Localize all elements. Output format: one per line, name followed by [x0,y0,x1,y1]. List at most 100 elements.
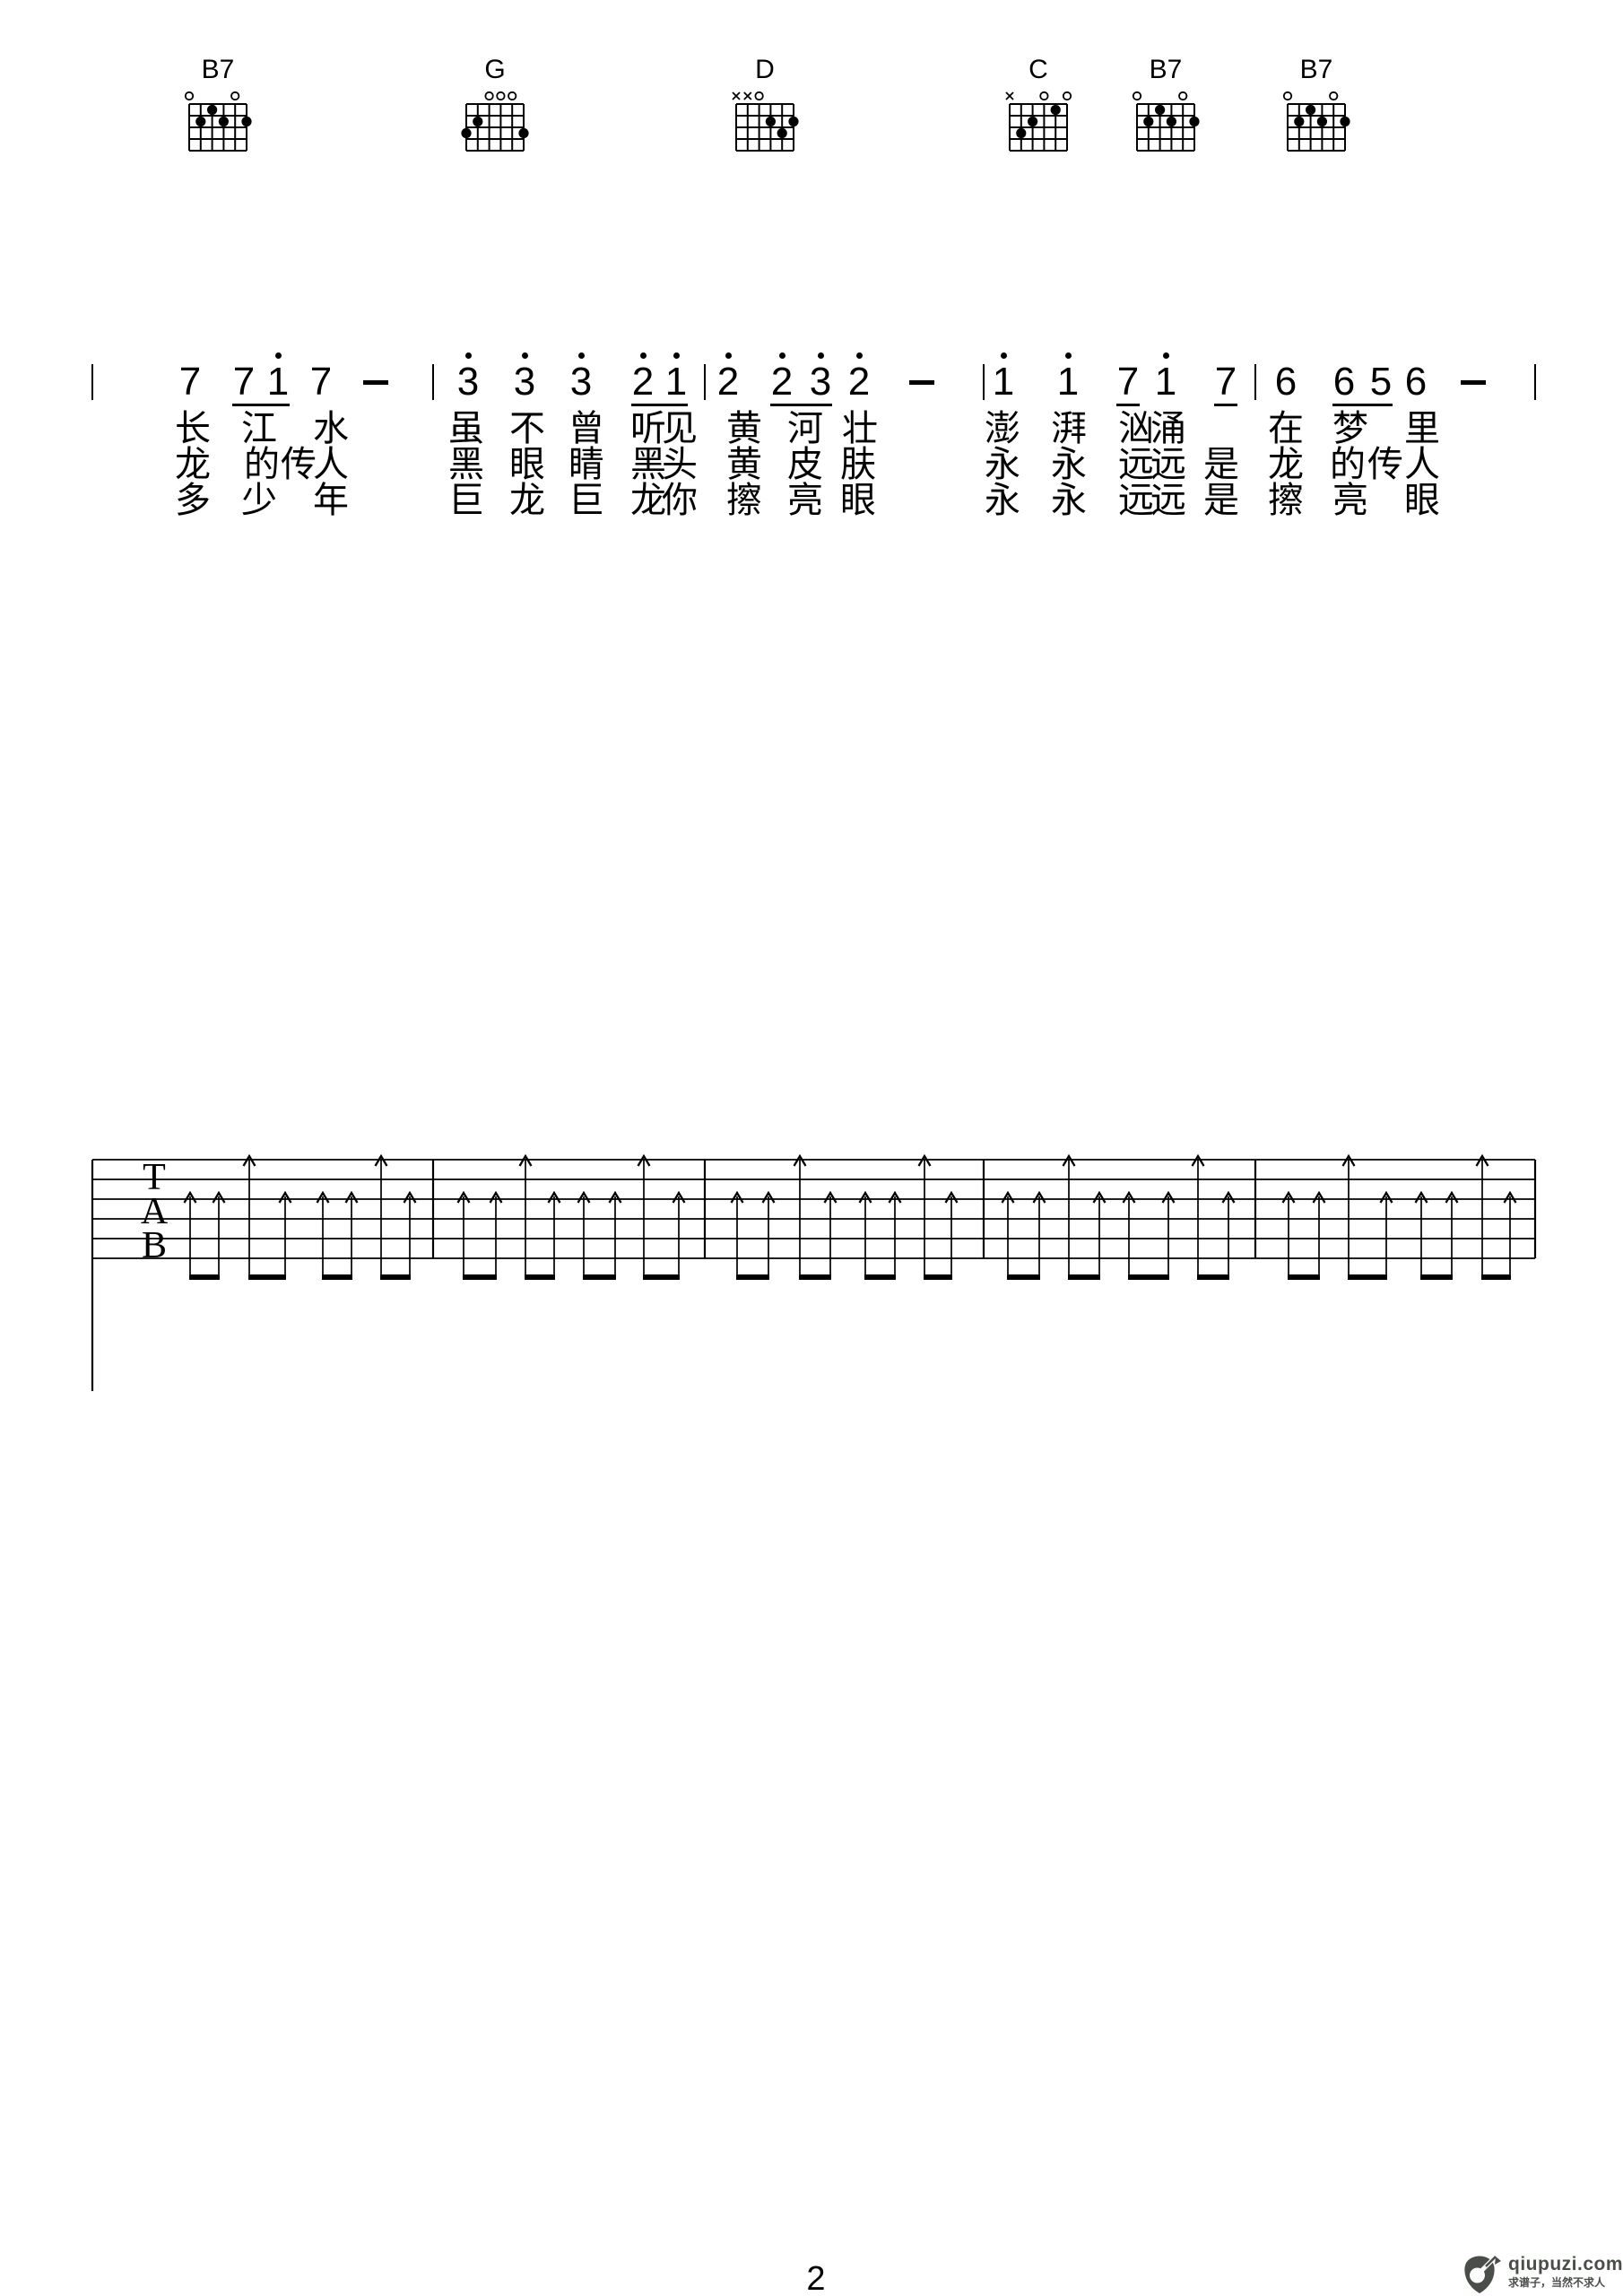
jianpu-dash [363,380,388,385]
strum-arrow-up-head [344,1190,359,1204]
finger-dot [1143,116,1154,127]
lyric-syllable: 眼 [840,481,876,520]
clef-letter: A [141,1191,169,1232]
lyric-syllable: 远 [1118,445,1154,484]
eighth-note-beam [1348,1274,1387,1280]
lyric-syllable: 龙 [175,445,211,484]
jianpu-note: 1 [266,360,290,404]
jianpu-note: 3 [569,360,593,404]
jianpu-note: 6 [1404,360,1428,404]
open-string-marker [1329,91,1339,101]
jianpu-note: 1 [664,360,688,404]
eighth-note-beam [525,1274,555,1280]
finger-dot [195,116,206,127]
jianpu-barline [983,364,985,400]
chord-diagram: B7 [1267,56,1366,159]
strum-arrow-up-head [1341,1153,1356,1167]
strum-arrow-up-head [1281,1190,1296,1204]
lyric-syllable: 壮 [842,409,878,448]
strum-arrow-up-head [1445,1190,1459,1204]
finger-dot [1166,116,1176,127]
eighth-note-beam [799,1274,831,1280]
lyric-syllable: 年 [313,481,349,520]
chord-name-label: D [755,55,775,84]
chord-diagram: B7 [169,56,267,159]
chord-diagram: B7 [1116,56,1215,159]
eighth-note-beam [380,1274,411,1280]
lyric-syllable: 远 [1118,481,1154,520]
eighth-note-beam [248,1274,286,1280]
jianpu-note: 3 [809,360,832,404]
finger-dot [1316,116,1327,127]
lyric-syllable: 永 [1051,445,1087,484]
strum-arrow-up-head [489,1190,503,1204]
strum-arrow-up-head [888,1190,902,1204]
strum-arrow-up-head [1122,1190,1136,1204]
strum-arrow-up-head [917,1153,932,1167]
lyric-syllable: 湃 [1051,409,1087,448]
lyric-syllable: 眼 [1404,481,1440,520]
strum-arrow-up-head [1312,1190,1326,1204]
chord-grid [184,91,252,152]
eighth-note-beam [1420,1274,1453,1280]
strum-arrow-up-head [1475,1153,1489,1167]
strum-arrow-up-head [278,1190,292,1204]
jianpu-octave-dot [521,352,528,359]
eighth-note-beam [864,1274,896,1280]
jianpu-octave-dot [1064,352,1072,359]
strum-arrow-up-head [1379,1190,1393,1204]
strum-arrow-up-head [1032,1190,1046,1204]
chord-grid [1282,91,1350,152]
lyric-syllable: 河 [787,409,823,448]
lyric-syllable: 远 [1150,445,1186,484]
lyric-syllable: 汹 [1118,409,1154,448]
open-string-marker [496,91,506,101]
jianpu-note: 3 [456,360,480,404]
strum-arrow-up-head [608,1190,622,1204]
jianpu-octave-dot [1000,352,1007,359]
lyric-syllable: 听 [630,409,666,448]
finger-dot [777,127,787,139]
jianpu-note: 7 [232,360,256,404]
jianpu-note: 2 [770,360,794,404]
jianpu-octave-dot [725,352,732,359]
lyric-syllable: 传 [281,445,317,484]
lyric-syllable: 人 [313,445,349,484]
eighth-note-beam [583,1274,616,1280]
pick-note-logo-icon [1464,2256,1501,2293]
site-text-block: qiupuzi.com 求谱子，当然不求人 [1508,2255,1623,2290]
lyric-syllable: 长 [175,409,211,448]
strum-arrow-up-head [1161,1190,1176,1204]
strum-arrow-up-head [637,1153,651,1167]
strum-arrow-up-head [212,1190,226,1204]
lyric-syllable: 人 [1404,445,1440,484]
lyric-syllable: 你 [662,481,698,520]
jianpu-dash [1461,380,1486,385]
strum-arrow-up-head [1414,1190,1428,1204]
jianpu-note: 7 [1116,360,1140,404]
jianpu-note: 6 [1332,360,1356,404]
strum-arrow-up-head [242,1153,256,1167]
finger-dot [1050,104,1061,116]
jianpu-barline [91,364,93,400]
finger-dot [1294,116,1305,127]
chord-name-label: C [1028,55,1048,84]
lyric-syllable: 在 [1268,409,1304,448]
chord-diagram: C [989,56,1088,159]
finger-dot [518,127,529,139]
lyric-syllable: 龙 [630,481,666,520]
muted-string-marker [732,91,741,100]
jianpu-note: 2 [631,360,655,404]
finger-dot [218,116,229,127]
lyric-syllable: 永 [1051,481,1087,520]
eighth-note-beam [1007,1274,1040,1280]
lyric-syllable: 不 [509,409,545,448]
eighth-note-beam [1128,1274,1169,1280]
jianpu-underline [232,404,290,406]
eighth-note-beam [1481,1274,1511,1280]
lyric-syllable: 传 [1367,445,1403,484]
strum-arrow-up-head [403,1190,417,1204]
strum-arrow-up-head [374,1153,388,1167]
